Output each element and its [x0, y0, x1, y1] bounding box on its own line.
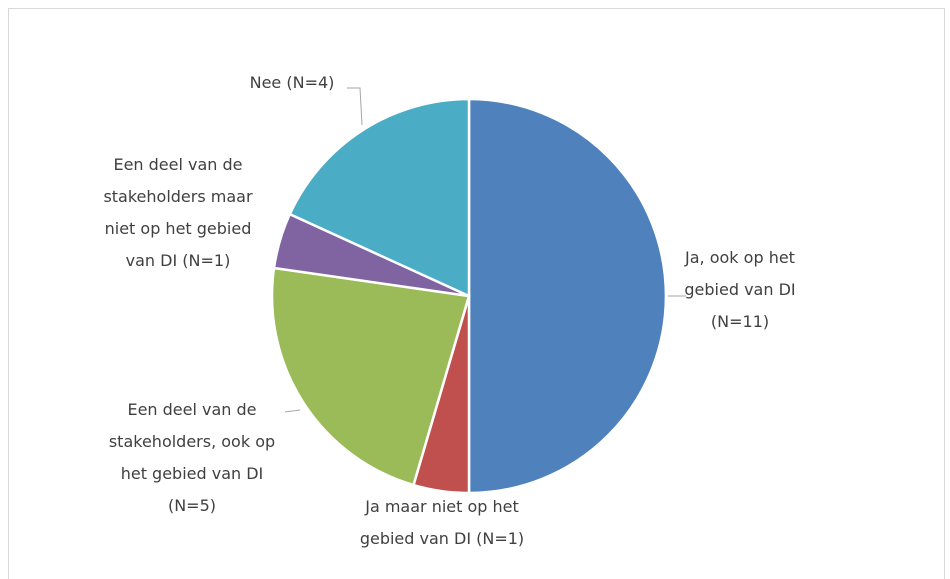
slice-label: Ja, ook op het gebied van DI (N=11)	[684, 248, 796, 331]
pie-slice	[288, 97, 471, 298]
leader-line	[284, 409, 301, 413]
leader-line	[347, 87, 363, 126]
slice-label: Nee (N=4)	[249, 73, 335, 92]
pie-slice	[270, 266, 471, 487]
leader-lines	[284, 87, 686, 413]
chart-border	[8, 8, 945, 579]
pie-slice	[467, 97, 668, 495]
slice-label: Een deel van de stakeholders maar niet o…	[103, 155, 253, 270]
slice-label: Een deel van de stakeholders, ook op het…	[108, 400, 276, 515]
slice-label: Ja maar niet op het gebied van DI (N=1)	[359, 497, 525, 548]
